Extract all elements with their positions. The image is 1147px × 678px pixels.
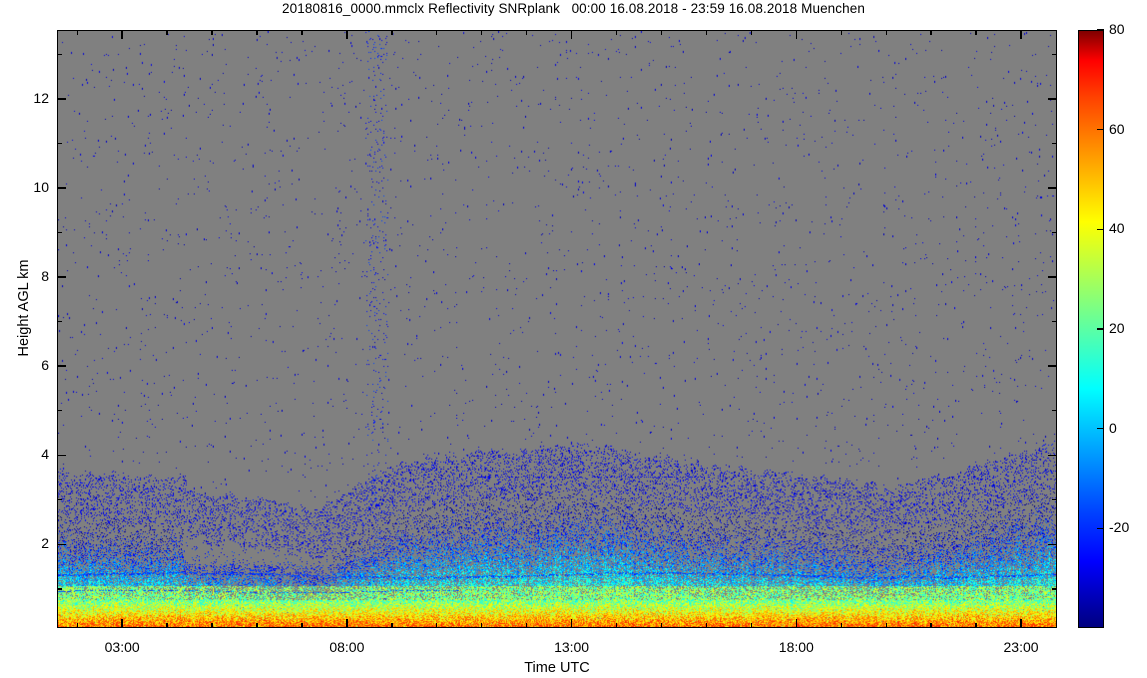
y-tick [1052, 53, 1057, 56]
x-tick [436, 30, 438, 35]
y-tick [57, 410, 62, 412]
x-tick [615, 30, 618, 35]
colorbar-tick [1097, 527, 1104, 530]
x-tick [346, 619, 348, 628]
y-tick [57, 276, 66, 278]
x-tick [750, 30, 753, 35]
x-tick [795, 30, 798, 39]
x-tick [705, 623, 708, 628]
x-tick [76, 30, 78, 35]
x-tick [121, 619, 123, 628]
x-tick [481, 30, 483, 35]
y-tick [1052, 142, 1057, 145]
y-tick [57, 187, 66, 189]
x-tick [166, 30, 168, 35]
y-tick [1052, 410, 1057, 412]
x-tick [705, 30, 708, 35]
y-tick [57, 454, 66, 456]
y-tick [57, 98, 66, 100]
y-tick-label: 6 [41, 357, 49, 374]
y-tick [57, 231, 62, 234]
y-tick [57, 53, 62, 56]
y-tick [1052, 231, 1057, 234]
x-tick [301, 623, 303, 628]
y-tick [57, 142, 62, 145]
x-tick [121, 30, 123, 39]
y-axis-title: Height AGL km [16, 259, 32, 357]
x-tick [346, 30, 348, 39]
x-axis-title: Time UTC [524, 660, 590, 676]
x-tick [301, 30, 303, 35]
x-tick [76, 623, 78, 628]
x-tick [660, 623, 663, 628]
x-tick-label: 23:00 [1003, 639, 1039, 655]
x-tick [885, 30, 887, 35]
y-tick-label: 8 [41, 268, 49, 285]
x-tick [930, 623, 932, 628]
x-tick-label: 13:00 [554, 639, 590, 655]
x-tick [1020, 30, 1022, 39]
y-tick [57, 320, 62, 323]
x-tick [481, 623, 483, 628]
y-tick [57, 543, 66, 545]
y-tick [1048, 454, 1057, 456]
colorbar-tick-label: 20 [1109, 320, 1125, 336]
x-tick [211, 623, 213, 628]
x-tick [750, 623, 753, 628]
y-tick-label: 4 [41, 446, 49, 463]
y-tick-label: 2 [41, 535, 49, 552]
x-tick-label: 18:00 [778, 639, 814, 655]
y-tick [57, 499, 62, 501]
y-tick-label: 10 [33, 179, 49, 196]
y-tick [1052, 320, 1057, 323]
y-tick [1048, 543, 1057, 545]
colorbar-tick-label: 40 [1109, 220, 1125, 237]
x-tick [525, 623, 528, 628]
x-tick [885, 623, 887, 628]
x-tick [660, 30, 663, 35]
x-tick [570, 30, 573, 39]
colorbar-tick-label: 60 [1109, 120, 1125, 137]
colorbar-tick-label: 0 [1109, 419, 1117, 436]
colorbar-tick-label: -20 [1109, 519, 1130, 536]
x-tick [166, 623, 168, 628]
colorbar-tick [1097, 29, 1104, 31]
y-tick [1052, 588, 1057, 590]
x-tick [391, 623, 393, 628]
figure-title: 20180816_0000.mmclx Reflectivity SNRplan… [282, 1, 865, 16]
colorbar-tick [1097, 228, 1104, 231]
x-tick [570, 619, 573, 628]
x-tick [840, 623, 842, 628]
y-tick [1048, 365, 1057, 367]
x-tick [525, 30, 528, 35]
y-tick-label: 12 [33, 90, 49, 107]
colorbar-tick [1097, 128, 1104, 131]
x-tick [256, 30, 258, 35]
colorbar-tick [1097, 328, 1104, 330]
x-tick [615, 623, 618, 628]
x-tick [975, 623, 977, 628]
y-tick [1052, 499, 1057, 501]
y-tick [57, 588, 62, 590]
plot-area [57, 30, 1057, 628]
y-tick [1048, 276, 1057, 278]
x-tick-label: 03:00 [104, 639, 140, 655]
x-tick [436, 623, 438, 628]
x-tick [795, 619, 798, 628]
colorbar-tick [1097, 427, 1104, 430]
x-tick [391, 30, 393, 35]
x-tick [930, 30, 932, 35]
reflectivity-heatmap [58, 31, 1056, 627]
x-tick [211, 30, 213, 35]
y-tick [1048, 187, 1057, 189]
x-tick [840, 30, 842, 35]
x-tick [1020, 619, 1022, 628]
x-tick-label: 08:00 [329, 639, 365, 655]
y-tick [57, 365, 66, 367]
colorbar-tick-label: 80 [1109, 21, 1125, 37]
x-tick [975, 30, 977, 35]
y-tick [1048, 98, 1057, 100]
x-tick [256, 623, 258, 628]
